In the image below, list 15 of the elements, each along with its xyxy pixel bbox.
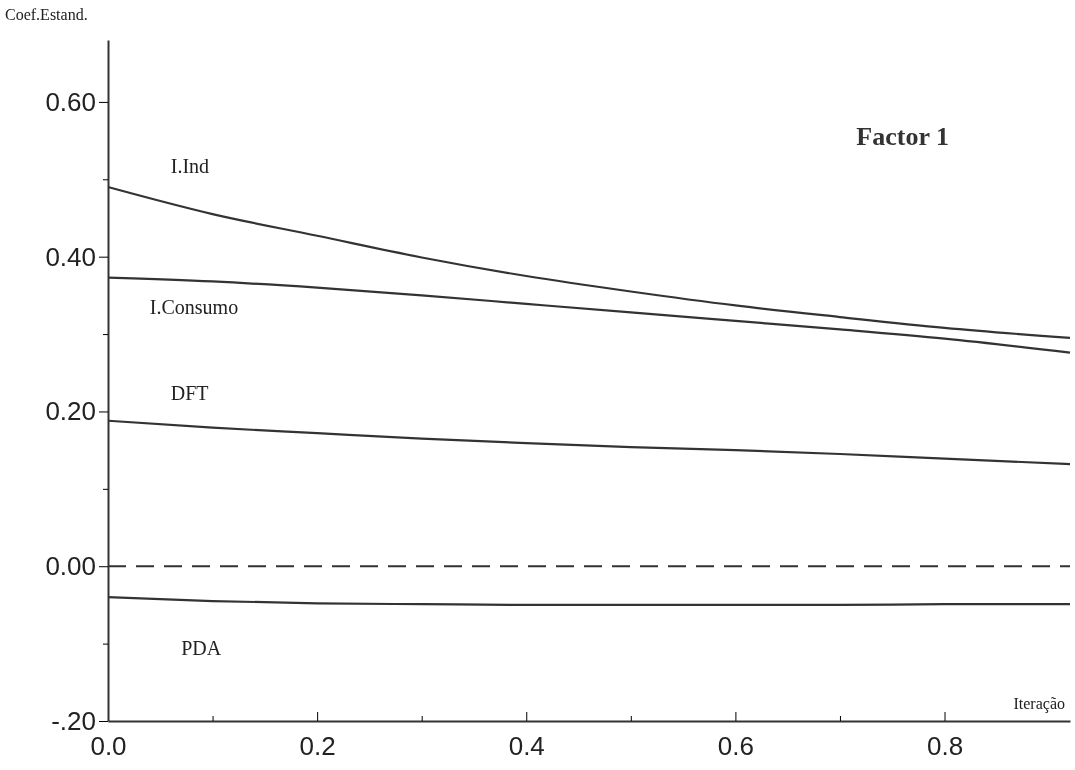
series-label: DFT (170, 381, 209, 404)
y-tick-label: 0.40 (45, 241, 96, 272)
y-tick-label: 0.00 (45, 551, 96, 582)
y-tick-label: 0.20 (45, 396, 96, 427)
x-axis-title: Iteração (1013, 695, 1065, 713)
x-tick-label: 0.2 (299, 731, 336, 762)
x-tick-label: 0.6 (717, 731, 754, 762)
x-tick-label: 0.8 (926, 731, 964, 762)
series-label: PDA (181, 636, 222, 659)
y-axis-title: Coef.Estand. (5, 6, 88, 23)
x-tick-label: 0.4 (508, 731, 545, 762)
series-label: I.Consumo (149, 296, 239, 319)
text: Factor 1 (856, 122, 950, 151)
y-tick-label: 0.60 (45, 86, 96, 117)
series-label: I.Ind (170, 155, 210, 178)
